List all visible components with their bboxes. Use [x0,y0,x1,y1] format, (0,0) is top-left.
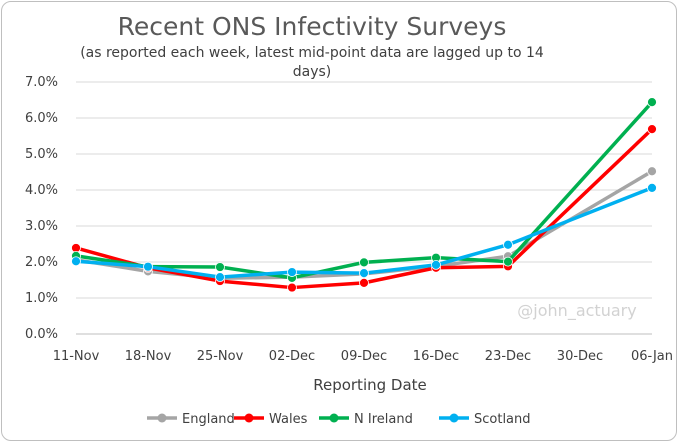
data-point [503,256,513,267]
data-point [647,166,657,177]
x-tick-label: 16-Dec [413,349,459,364]
x-axis: 11-Nov 18-Nov 25-Nov 02-Dec 09-Dec 16-Dec 23-D… [53,349,673,364]
x-tick-label: 25-Nov [197,349,244,364]
x-tick-label: 23-Dec [485,349,531,364]
data-point [647,124,657,135]
x-tick-label: 30-Dec [557,349,603,364]
data-point [359,257,369,268]
y-tick-label: 2.0% [25,255,58,270]
watermark: @john_actuary [517,301,636,321]
legend-item: Scotland [439,412,531,427]
data-point [503,239,513,250]
legend-swatch-marker [329,413,339,423]
legend-item: England [147,412,235,427]
data-point [143,261,153,272]
legend-item: Wales [234,412,308,427]
legend-label: N Ireland [354,412,413,427]
x-tick-label: 06-Jan [631,349,673,364]
data-point [647,97,657,108]
x-tick-label: 18-Nov [125,349,172,364]
y-tick-label: 0.0% [25,327,58,342]
data-point [287,267,297,277]
chart-subtitle-line-1: (as reported each week, latest mid-point… [80,45,544,61]
x-tick-label: 11-Nov [53,349,100,364]
data-point [359,277,369,288]
y-tick-label: 3.0% [25,219,58,234]
x-tick-label: 09-Dec [341,349,387,364]
legend-item: N Ireland [319,412,413,427]
data-point [287,282,297,293]
series-scotland [71,182,657,283]
series-line [74,186,654,279]
data-point [647,182,657,193]
chart-title: Recent ONS Infectivity Surveys [118,12,507,41]
legend-label: England [182,412,235,427]
y-tick-label: 4.0% [25,183,58,198]
y-tick-label: 1.0% [25,291,58,306]
series-line [74,169,654,280]
data-point [215,262,225,272]
series-layer [71,97,657,293]
y-tick-label: 7.0% [25,75,58,90]
x-axis-label: Reporting Date [313,376,427,394]
legend-label: Wales [269,412,308,427]
legend-swatch-marker [244,413,254,423]
data-point [431,259,441,270]
y-axis: 0.0% 1.0% 2.0% 3.0% 4.0% 5.0% 6.0% 7.0% [25,75,58,342]
data-point [359,268,369,279]
y-tick-label: 5.0% [25,147,58,162]
legend-swatch-marker [449,413,459,423]
gridlines [76,81,652,335]
x-tick-label: 02-Dec [269,349,315,364]
legend-swatch-marker [157,413,167,423]
chart-subtitle-line-2: days) [293,64,332,80]
legend: England Wales N Ireland Scotland [147,412,531,427]
data-point [71,256,81,267]
data-point [215,272,225,283]
legend-label: Scotland [474,412,531,427]
y-tick-label: 6.0% [25,111,58,126]
